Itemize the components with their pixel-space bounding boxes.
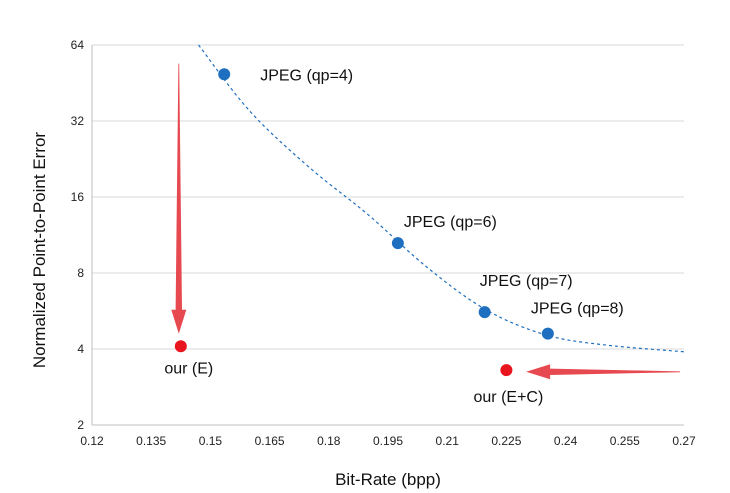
y-tick-label: 64 xyxy=(71,38,85,52)
x-tick-labels: 0.12 0.135 0.15 0.165 0.18 0.195 0.21 0.225 0.24… xyxy=(80,434,696,448)
trend-line xyxy=(198,44,685,353)
points-group xyxy=(174,68,554,377)
x-tick-label: 0.12 xyxy=(80,434,104,448)
y-tick-label: 2 xyxy=(77,418,84,432)
x-tick-label: 0.18 xyxy=(317,434,341,448)
y-tick-label: 16 xyxy=(71,190,85,204)
x-tick-label: 0.255 xyxy=(610,434,640,448)
data-point xyxy=(391,237,404,250)
x-tick-label: 0.24 xyxy=(554,434,578,448)
data-point xyxy=(174,340,187,353)
point-label: our (E+C) xyxy=(474,389,544,406)
y-axis-title: Normalized Point-to-Point Error xyxy=(30,132,49,369)
x-tick-label: 0.195 xyxy=(373,434,403,448)
y-tick-label: 8 xyxy=(77,266,84,280)
x-tick-label: 0.21 xyxy=(436,434,460,448)
point-label: our (E) xyxy=(164,360,213,377)
red-arrow xyxy=(526,364,681,380)
y-tick-label: 32 xyxy=(71,114,85,128)
data-point xyxy=(541,327,554,340)
gridlines xyxy=(92,44,684,350)
x-axis-title: Bit-Rate (bpp) xyxy=(335,470,441,489)
arrows-group xyxy=(171,63,681,380)
y-tick-labels: 2 4 8 16 32 64 xyxy=(71,38,85,432)
point-label: JPEG (qp=7) xyxy=(480,273,573,290)
point-labels-group: JPEG (qp=4) JPEG (qp=6) JPEG (qp=7) JPEG (q… xyxy=(164,67,623,406)
trend-line-group xyxy=(198,44,685,353)
x-tick-label: 0.15 xyxy=(199,434,223,448)
x-tick-label: 0.135 xyxy=(136,434,166,448)
data-point xyxy=(218,68,231,81)
data-point xyxy=(500,364,513,377)
point-label: JPEG (qp=4) xyxy=(260,67,353,84)
point-label: JPEG (qp=8) xyxy=(531,301,624,318)
data-point xyxy=(478,306,491,319)
x-tick-label: 0.165 xyxy=(255,434,285,448)
point-label: JPEG (qp=6) xyxy=(404,214,497,231)
axes xyxy=(91,45,684,426)
x-tick-label: 0.225 xyxy=(491,434,521,448)
y-tick-label: 4 xyxy=(77,342,84,356)
x-tick-label: 0.27 xyxy=(672,434,696,448)
red-arrow xyxy=(171,63,187,334)
